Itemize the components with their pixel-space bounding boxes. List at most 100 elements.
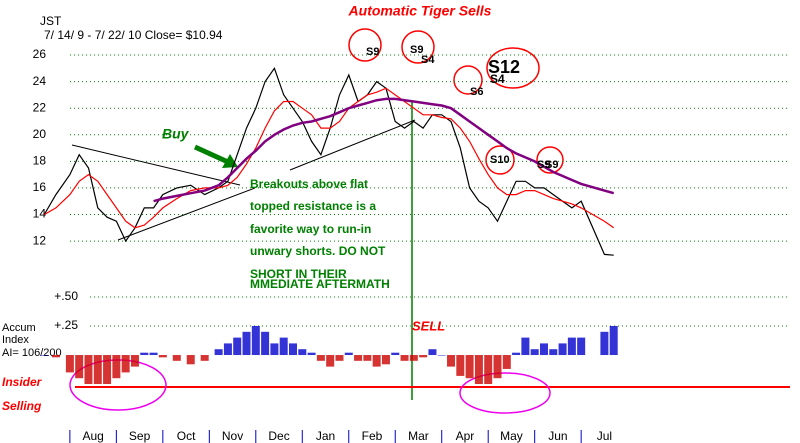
accum-bar — [530, 349, 539, 356]
accum-bar — [186, 355, 195, 365]
annotation: SHORT IN THEIR — [250, 267, 347, 281]
x-tick-label: Nov — [222, 429, 243, 443]
accum-bar — [214, 349, 223, 356]
accum-bar — [242, 331, 251, 356]
x-tick-label: Jul — [597, 429, 612, 443]
accum-bar — [493, 355, 502, 379]
accum-bar — [447, 355, 456, 367]
accum-bar — [502, 355, 511, 369]
accum-bar — [93, 355, 102, 385]
accum-bar — [84, 355, 93, 385]
x-tick-label: Mar — [408, 429, 429, 443]
accum-bar — [316, 355, 325, 361]
accum-bar — [251, 326, 260, 356]
annotation: SELL — [412, 318, 445, 333]
x-tick-label: Apr — [456, 429, 475, 443]
trend-line — [71, 144, 241, 186]
subtitle: 7/ 14/ 9 - 7/ 22/ 10 Close= $10.94 — [44, 28, 223, 42]
x-tick-label: Jun — [548, 429, 567, 443]
annotation: unwary shorts. DO NOT — [250, 244, 386, 258]
accum-bar — [75, 355, 84, 379]
y-tick-label: 14 — [33, 207, 47, 221]
accum-bar — [233, 337, 242, 356]
trend-line — [117, 187, 256, 241]
accum-bar — [428, 349, 437, 356]
annotation: S9 — [366, 46, 379, 58]
x-tick-label: Jan — [316, 429, 335, 443]
accum-bar — [354, 355, 363, 361]
y-tick-label: 20 — [33, 127, 47, 141]
annotation: topped resistance is a — [250, 199, 376, 213]
symbol: JST — [40, 14, 62, 28]
accum-bar — [172, 355, 181, 361]
sell-circle — [401, 30, 435, 64]
accum-bar — [521, 337, 530, 356]
annotation: Insider — [2, 375, 43, 389]
y-tick-label: 16 — [33, 180, 47, 194]
annotation: S12 — [488, 57, 520, 77]
x-tick-label: Feb — [362, 429, 383, 443]
accum-bar — [223, 343, 232, 356]
accum-bar — [484, 355, 493, 385]
accum-bar — [344, 352, 353, 356]
accum-bar — [437, 355, 446, 356]
accum-bar — [200, 355, 209, 361]
accum-bar — [112, 355, 121, 379]
accum-bar — [270, 343, 279, 356]
accum-bar — [288, 343, 297, 356]
accum-bar — [409, 355, 418, 361]
annotation: S10 — [490, 154, 510, 166]
sell-circle — [536, 146, 564, 174]
sell-circle — [486, 47, 540, 89]
accum-bar — [335, 355, 344, 361]
accum-bar — [539, 343, 548, 356]
annotation: S9 — [537, 159, 550, 171]
accum-bar — [65, 355, 74, 373]
accum-bar — [140, 352, 149, 356]
annotation: Buy — [162, 126, 190, 142]
annotation: S9 — [545, 159, 558, 171]
x-tick-label: May — [500, 429, 523, 443]
accum-bar — [158, 355, 167, 358]
accum-bar — [307, 352, 316, 356]
annotation: MMEDIATE AFTERMATH — [250, 277, 390, 291]
accum-bar — [391, 352, 400, 356]
accum-bar — [465, 355, 474, 379]
sell-circle — [453, 65, 483, 95]
sell-circle — [348, 28, 382, 62]
y-tick-label: +.50 — [54, 289, 78, 303]
series-line — [44, 87, 615, 229]
accum-bar — [419, 355, 428, 358]
accum-bar — [577, 337, 586, 356]
accum-subtitle: AI= 106/200 — [2, 347, 62, 359]
accum-bar — [600, 331, 609, 356]
y-tick-label: 24 — [33, 74, 47, 88]
sell-circle — [485, 145, 515, 175]
accum-bar — [130, 355, 139, 367]
accum-bar — [326, 355, 335, 367]
accum-bar — [40, 355, 49, 356]
y-tick-label: +.25 — [54, 318, 78, 332]
accum-bar — [121, 355, 130, 373]
accum-bar — [456, 355, 465, 376]
accum-bar — [567, 337, 576, 356]
annotation: S4 — [421, 54, 435, 66]
accum-bar — [474, 355, 483, 385]
accum-bar — [298, 349, 307, 356]
accum-bar — [400, 355, 409, 361]
buy-arrow — [193, 144, 230, 165]
accum-bar — [51, 355, 60, 358]
annotation: Breakouts above flat — [250, 177, 368, 191]
y-tick-label: 12 — [33, 233, 47, 247]
accum-bar — [279, 337, 288, 356]
insider-circle — [459, 372, 551, 414]
accum-bar — [261, 331, 270, 356]
annotation: S9 — [410, 44, 423, 56]
series-line — [153, 97, 615, 203]
annotation: S6 — [470, 86, 483, 98]
accum-bar — [363, 355, 372, 361]
accum-bar — [512, 352, 521, 356]
annotation: Selling — [2, 399, 42, 413]
x-tick-label: Aug — [82, 429, 103, 443]
